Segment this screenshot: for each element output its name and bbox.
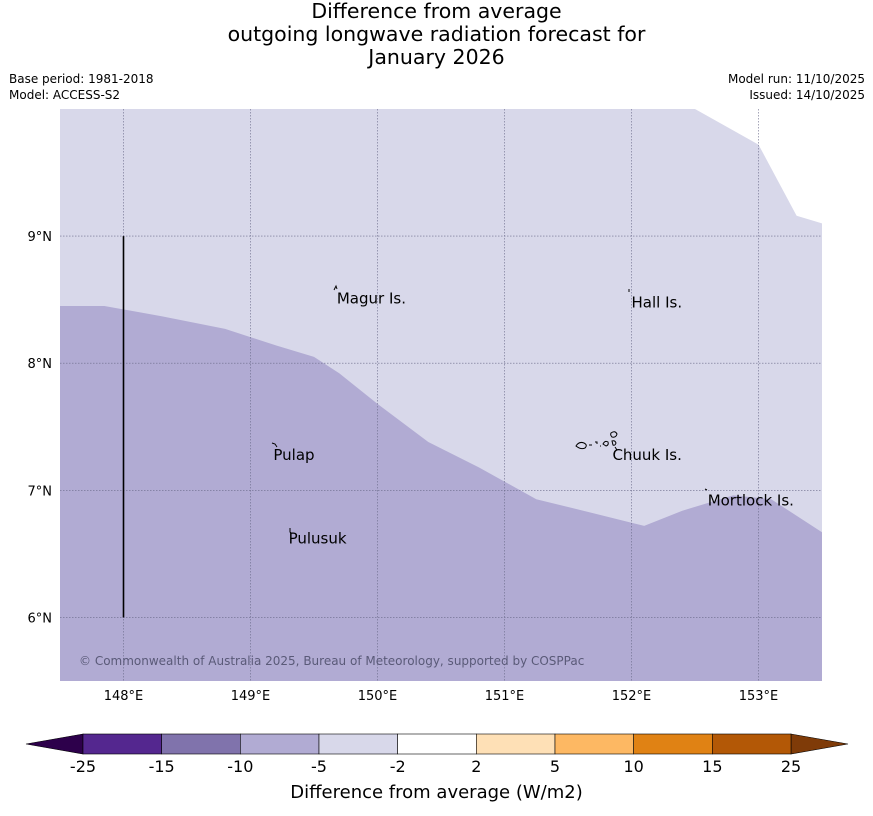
colorbar-bin [633, 733, 713, 755]
copyright-notice: © Commonwealth of Australia 2025, Bureau… [79, 654, 584, 668]
colorbar-bin [554, 733, 634, 755]
lat-tick-label: 6°N [28, 611, 53, 626]
colorbar-tick-label: -25 [70, 757, 96, 776]
field-unshaded-corner [695, 109, 822, 224]
colorbar-bin [476, 733, 556, 755]
colorbar-label: Difference from average (W/m2) [290, 782, 582, 803]
colorbar-tick-label: 10 [623, 757, 643, 776]
colorbar-tick-label: 5 [550, 757, 560, 776]
colorbar-bin [397, 733, 477, 755]
title-line-1: Difference from average [311, 0, 562, 23]
magur-island-outline [333, 284, 338, 291]
lon-tick-label: 151°E [485, 689, 525, 704]
colorbar-bin [712, 733, 792, 755]
colorbar-tick-label: -5 [311, 757, 327, 776]
lon-tick-label: 152°E [612, 689, 652, 704]
colorbar-bin [318, 733, 398, 755]
lon-tick-label: 153°E [739, 689, 779, 704]
place-label: Pulusuk [289, 530, 347, 548]
place-label: Mortlock Is. [708, 492, 794, 510]
lon-tick-label: 150°E [358, 689, 398, 704]
colorbar-bin [161, 733, 241, 755]
colorbar-extend-high [790, 733, 849, 755]
lat-tick-label: 8°N [28, 357, 53, 372]
chart-title: Difference from average outgoing longwav… [0, 0, 873, 69]
place-label: Pulap [273, 446, 314, 464]
colorbar-bin [240, 733, 320, 755]
island-outlines [271, 284, 708, 534]
colorbar: -25 -15 -10 -5 -2 2 5 10 15 25 [25, 733, 849, 776]
pulusuk-island-outline [289, 528, 292, 534]
lon-tick-label: 148°E [104, 689, 144, 704]
mortlock-island-outline [704, 488, 708, 491]
meta-right: Model run: 11/10/2025 Issued: 14/10/2025 [728, 71, 865, 103]
place-label: Hall Is. [632, 293, 683, 311]
lat-tick-label: 7°N [28, 484, 53, 499]
colorbar-tick-label: -10 [227, 757, 253, 776]
colorbar-tick-label: -15 [149, 757, 175, 776]
colorbar-tick-label: -2 [390, 757, 406, 776]
title-line-2: outgoing longwave radiation forecast for [227, 22, 646, 46]
model-run-text: Model run: 11/10/2025 [727, 72, 865, 86]
meta-left: Base period: 1981-2018 Model: ACCESS-S2 [9, 71, 154, 103]
place-labels: Magur Is. Hall Is. Pulap Chuuk Is. Mortlock … [273, 289, 794, 547]
title-line-3: January 2026 [368, 45, 505, 69]
lat-tick-label: 9°N [28, 230, 53, 245]
colorbar-tick-label: 15 [702, 757, 722, 776]
colorbar-tick-label: 25 [781, 757, 801, 776]
colorbar-tick-label: 2 [471, 757, 481, 776]
model-text: Model: ACCESS-S2 [9, 88, 121, 102]
place-label: Magur Is. [337, 289, 406, 307]
lon-tick-label: 149°E [231, 689, 271, 704]
map-area: Magur Is. Hall Is. Pulap Chuuk Is. Mortlock … [60, 109, 822, 681]
base-period-text: Base period: 1981-2018 [9, 72, 154, 86]
issued-text: Issued: 14/10/2025 [749, 88, 865, 102]
colorbar-extend-low [25, 733, 84, 755]
axis-tick-labels: 148°E 149°E 150°E 151°E 152°E 153°E 9°N 8°N 7°N 6… [28, 230, 779, 704]
colorbar-bin [82, 733, 162, 755]
pulap-island-outline [271, 442, 278, 448]
place-label: Chuuk Is. [612, 446, 681, 464]
chuuk-lagoon-outline [575, 431, 618, 451]
